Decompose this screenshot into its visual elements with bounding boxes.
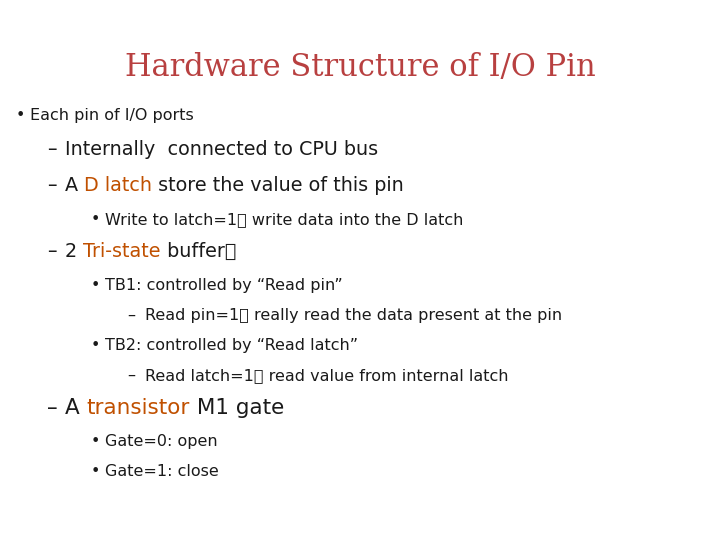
Text: •: • xyxy=(91,338,100,353)
Text: –: – xyxy=(127,308,135,323)
Text: •: • xyxy=(91,434,100,449)
Text: TB2: controlled by “Read latch”: TB2: controlled by “Read latch” xyxy=(105,338,358,353)
Text: •: • xyxy=(91,464,100,479)
Text: Internally  connected to CPU bus: Internally connected to CPU bus xyxy=(65,140,378,159)
Text: –: – xyxy=(47,176,56,195)
Text: Each pin of I/O ports: Each pin of I/O ports xyxy=(30,108,194,123)
Text: transistor: transistor xyxy=(86,398,190,418)
Text: D latch: D latch xyxy=(84,176,152,195)
Text: M1 gate: M1 gate xyxy=(190,398,284,418)
Text: Write to latch=1： write data into the D latch: Write to latch=1： write data into the D … xyxy=(105,212,464,227)
Text: •: • xyxy=(16,108,25,123)
Text: store the value of this pin: store the value of this pin xyxy=(152,176,404,195)
Text: TB1: controlled by “Read pin”: TB1: controlled by “Read pin” xyxy=(105,278,343,293)
Text: Read latch=1： read value from internal latch: Read latch=1： read value from internal l… xyxy=(145,368,508,383)
Text: buffer：: buffer： xyxy=(161,242,236,261)
Text: •: • xyxy=(91,212,100,227)
Text: –: – xyxy=(47,398,58,418)
Text: A: A xyxy=(65,398,86,418)
Text: Gate=1: close: Gate=1: close xyxy=(105,464,219,479)
Text: Hardware Structure of I/O Pin: Hardware Structure of I/O Pin xyxy=(125,52,595,83)
Text: –: – xyxy=(47,242,56,261)
Text: Read pin=1： really read the data present at the pin: Read pin=1： really read the data present… xyxy=(145,308,562,323)
Text: –: – xyxy=(127,368,135,383)
Text: 2: 2 xyxy=(65,242,84,261)
Text: •: • xyxy=(91,278,100,293)
Text: A: A xyxy=(65,176,84,195)
Text: Gate=0: open: Gate=0: open xyxy=(105,434,217,449)
Text: –: – xyxy=(47,140,56,159)
Text: Tri-state: Tri-state xyxy=(84,242,161,261)
